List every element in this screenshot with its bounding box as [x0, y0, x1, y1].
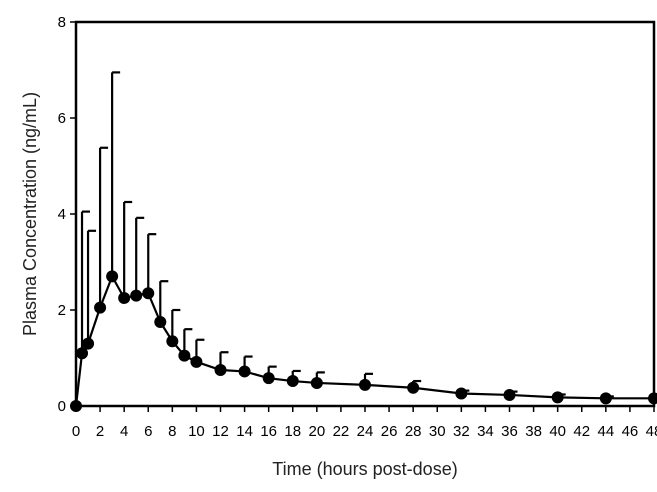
data-point	[455, 387, 468, 400]
data-point	[94, 301, 107, 314]
x-tick-label: 4	[120, 423, 128, 440]
x-tick-label: 44	[597, 423, 614, 440]
data-point	[190, 355, 203, 368]
x-tick-label: 40	[549, 423, 566, 440]
data-point	[130, 289, 143, 302]
data-point	[238, 365, 251, 378]
x-tick-label: 46	[622, 423, 639, 440]
data-point	[359, 378, 371, 391]
x-tick-label: 16	[260, 423, 277, 440]
y-tick-label: 8	[58, 14, 66, 31]
error-bars	[80, 71, 657, 399]
x-tick-label: 36	[501, 423, 518, 440]
x-tick-label: 38	[525, 423, 542, 440]
data-point	[76, 347, 89, 360]
x-tick-label: 6	[144, 423, 152, 440]
x-tick-label: 42	[573, 423, 590, 440]
y-axis: 0 2 4 6 8	[58, 14, 76, 415]
data-point	[286, 375, 299, 388]
x-tick-label: 12	[212, 423, 229, 440]
y-axis-label: Plasma Concentration (ng/mL)	[20, 92, 40, 336]
data-point	[503, 388, 516, 401]
x-tick-label: 26	[381, 423, 398, 440]
data-point	[648, 392, 657, 405]
data-point	[262, 372, 275, 385]
x-tick-label: 28	[405, 423, 422, 440]
x-tick-label: 48	[646, 423, 657, 440]
data-point	[142, 287, 155, 300]
x-tick-label: 34	[477, 423, 494, 440]
x-tick-label: 2	[96, 423, 104, 440]
x-tick-label: 30	[429, 423, 446, 440]
y-tick-label: 2	[58, 302, 66, 319]
data-point	[118, 292, 131, 304]
data-point	[166, 335, 179, 348]
x-axis-label: Time (hours post-dose)	[272, 459, 457, 479]
plot-frame	[74, 20, 656, 408]
data-point	[70, 400, 82, 412]
x-tick-label: 0	[72, 423, 80, 440]
x-tick-label: 20	[308, 423, 325, 440]
x-tick-label: 32	[453, 423, 470, 440]
data-point	[551, 391, 564, 404]
x-axis: 0 2 4 6 8 10 12 14 16 18 20 22 24 26 28 30 32 34 36 38 40 42 4…	[72, 406, 657, 440]
y-tick-label: 6	[58, 110, 66, 127]
data-point	[154, 316, 167, 328]
y-tick-label: 4	[58, 206, 66, 223]
data-point	[310, 376, 323, 389]
x-tick-label: 8	[168, 423, 176, 440]
data-point	[599, 392, 612, 405]
data-point	[214, 364, 227, 376]
data-point	[82, 337, 95, 350]
x-tick-label: 18	[284, 423, 301, 440]
x-tick-label: 14	[236, 423, 253, 440]
data-points	[70, 270, 657, 412]
data-point	[178, 349, 191, 362]
data-point	[106, 270, 119, 283]
x-tick-label: 22	[333, 423, 350, 440]
y-tick-label: 0	[58, 398, 66, 415]
plot-border	[74, 20, 656, 408]
x-tick-label: 10	[188, 423, 205, 440]
x-tick-label: 24	[357, 423, 374, 440]
data-point	[407, 381, 420, 394]
